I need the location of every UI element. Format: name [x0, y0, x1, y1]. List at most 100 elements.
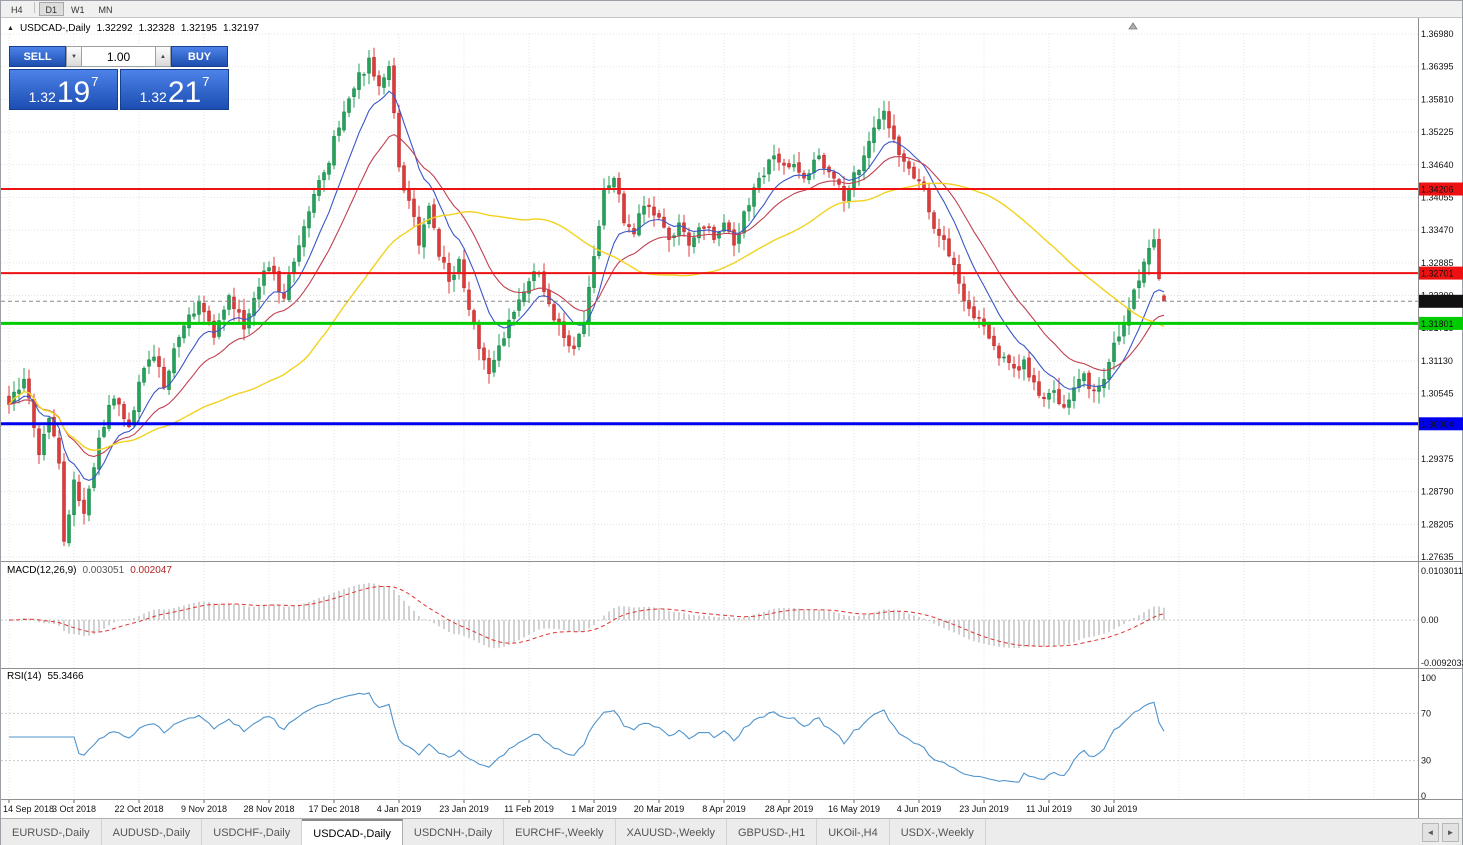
macd-signal-line — [8, 586, 1165, 647]
tab-audusd-daily[interactable]: AUDUSD-,Daily — [101, 819, 203, 845]
timeframe-h4-button[interactable]: H4 — [11, 5, 23, 15]
price-tag-label: 1.30004 — [1421, 419, 1454, 429]
ma-line-fast — [8, 90, 1165, 481]
date-label: 17 Dec 2018 — [308, 804, 359, 814]
chart-tabbar: EURUSD-,Daily AUDUSD-,Daily USDCHF-,Daily U… — [1, 818, 1462, 845]
macd-axis-bottom: -0.0092033 — [1421, 658, 1463, 668]
date-label: 11 Feb 2019 — [504, 804, 554, 814]
macd-label: MACD(12,26,9) — [7, 565, 77, 576]
bid-price-pips: 19 — [56, 75, 91, 109]
level-lines-layer — [1, 188, 1418, 426]
price-tag-1.34206 — [1419, 182, 1463, 196]
ma-line-slow — [8, 182, 1165, 452]
price-tag-1.32701 — [1419, 266, 1463, 280]
toolbar-separator — [33, 2, 35, 13]
tab-usdx-weekly[interactable]: USDX-,Weekly — [889, 819, 986, 845]
date-label: 1 Mar 2019 — [571, 804, 617, 814]
chart-stack: 1.36980 1.36395 1.35810 1.35225 1.34640 1.340… — [1, 18, 1463, 818]
moving-averages-layer — [8, 90, 1165, 481]
price-tag-label: 1.32197 — [1421, 297, 1454, 307]
tab-usdcnh-daily[interactable]: USDCNH-,Daily — [402, 819, 505, 845]
chart-shift-marker-icon — [1128, 22, 1138, 30]
ohlc-high: 1.32328 — [138, 23, 175, 34]
tab-ukoil-h4[interactable]: UKOil-,H4 — [817, 819, 890, 845]
tab-scroll-controls: ◄ ► — [1422, 819, 1459, 845]
tab-eurusd-daily[interactable]: EURUSD-,Daily — [1, 819, 102, 845]
price-axis-label: 1.27635 — [1421, 552, 1454, 562]
price-axis-label: 1.36395 — [1421, 62, 1454, 72]
ask-price-pips: 21 — [167, 75, 202, 109]
ohlc-close: 1.32197 — [222, 23, 260, 34]
price-tag-label: 1.34206 — [1421, 185, 1454, 195]
macd-layer — [1, 582, 1418, 649]
date-label: 11 Jul 2019 — [1026, 804, 1072, 814]
tab-gbpusd-h1[interactable]: GBPUSD-,H1 — [726, 819, 818, 845]
chart-tabs: EURUSD-,Daily AUDUSD-,Daily USDCHF-,Daily U… — [1, 819, 986, 845]
ohlc-open: 1.32292 — [96, 23, 133, 34]
price-axis-label: 1.35810 — [1421, 94, 1454, 104]
timeframe-w1-button[interactable]: W1 — [71, 5, 85, 15]
ask-quote-button[interactable]: 1.32 21 7 — [120, 69, 229, 110]
date-label: 4 Jun 2019 — [897, 804, 942, 814]
price-axis[interactable]: 1.36980 1.36395 1.35810 1.35225 1.34640 1.340… — [1419, 29, 1463, 801]
one-click-trade-panel: SELL ▼ ▲ BUY 1.32 19 7 1.32 21 7 — [9, 46, 229, 110]
macd-axis-zero: 0.00 — [1421, 615, 1439, 625]
timeframe-mn-button[interactable]: MN — [98, 5, 113, 15]
rsi-axis-label: 70 — [1421, 708, 1431, 718]
tab-eurchf-weekly[interactable]: EURCHF-,Weekly — [504, 819, 616, 845]
volume-increase-button[interactable]: ▲ — [155, 46, 171, 67]
macd-main-value: 0.003051 — [82, 565, 125, 576]
tab-scroll-left-button[interactable]: ◄ — [1422, 823, 1439, 842]
date-label: 23 Jan 2019 — [439, 804, 489, 814]
tab-xauusd-weekly[interactable]: XAUUSD-,Weekly — [615, 819, 727, 845]
date-label: 23 Jun 2019 — [959, 804, 1009, 814]
price-axis-label: 1.34640 — [1421, 160, 1454, 170]
buy-button[interactable]: BUY — [171, 46, 228, 67]
date-label: 22 Oct 2018 — [114, 804, 163, 814]
bid-price-base: 1.32 — [28, 88, 56, 105]
chart-canvas[interactable]: 1.36980 1.36395 1.35810 1.35225 1.34640 1.340… — [1, 18, 1463, 818]
panel-separators — [1, 18, 1463, 818]
rsi-title: RSI(14) 55.3466 — [7, 671, 84, 682]
ask-price-point: 7 — [202, 74, 210, 89]
price-axis-label: 1.30545 — [1421, 389, 1454, 399]
date-label: 4 Jan 2019 — [377, 804, 422, 814]
grid-layer — [1, 33, 1418, 799]
date-label: 3 Oct 2018 — [52, 804, 96, 814]
date-label: 30 Jul 2019 — [1091, 804, 1138, 814]
price-tag-1.31801 — [1419, 316, 1463, 330]
price-axis-label: 1.32885 — [1421, 258, 1454, 268]
macd-axis-top: 0.0103011 — [1421, 566, 1463, 576]
tab-usdcad-daily[interactable]: USDCAD-,Daily — [302, 819, 403, 845]
chart-symbol-label: USDCAD-,Daily — [19, 23, 91, 34]
price-axis-label: 1.33470 — [1421, 225, 1454, 235]
rsi-value: 55.3466 — [47, 671, 84, 682]
rsi-layer — [1, 692, 1418, 783]
date-label: 8 Apr 2019 — [702, 804, 746, 814]
bid-price-point: 7 — [91, 74, 99, 89]
price-axis-label: 1.34055 — [1421, 192, 1454, 202]
sell-button[interactable]: SELL — [9, 46, 66, 67]
volume-input[interactable] — [82, 46, 155, 67]
ma-line-mid — [8, 133, 1165, 458]
volume-decrease-button[interactable]: ▼ — [66, 46, 82, 67]
rsi-axis-label: 100 — [1421, 673, 1436, 683]
macd-title: MACD(12,26,9) 0.003051 0.002047 — [7, 565, 172, 576]
timeframe-toolbar: H4 D1 W1 MN — [1, 1, 1462, 18]
price-tag-label: 1.32701 — [1421, 269, 1454, 279]
timeframe-d1-button[interactable]: D1 — [38, 2, 65, 16]
tab-scroll-right-button[interactable]: ► — [1442, 823, 1459, 842]
timeframe-group: H4 D1 W1 MN — [4, 2, 120, 16]
tab-usdchf-daily[interactable]: USDCHF-,Daily — [202, 819, 303, 845]
macd-signal-value: 0.002047 — [130, 565, 172, 576]
date-label: 28 Apr 2019 — [765, 804, 814, 814]
date-label: 16 May 2019 — [828, 804, 880, 814]
ask-price-base: 1.32 — [139, 88, 167, 105]
bid-quote-button[interactable]: 1.32 19 7 — [9, 69, 118, 110]
price-tag-1.32197 — [1419, 294, 1463, 308]
price-axis-label: 1.36980 — [1421, 29, 1454, 39]
collapse-arrow-icon[interactable]: ▲ — [7, 25, 14, 32]
candles-layer — [7, 47, 1166, 547]
